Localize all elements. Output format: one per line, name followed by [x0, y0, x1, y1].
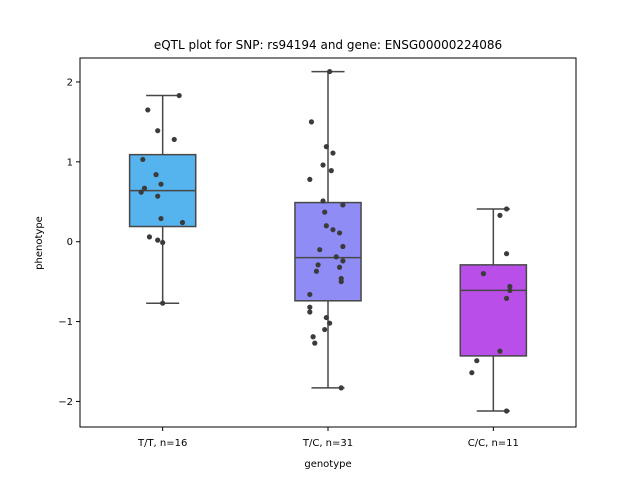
data-point	[336, 230, 343, 236]
data-point	[480, 271, 487, 277]
box-group-3	[459, 206, 528, 414]
data-point	[138, 189, 144, 195]
data-point	[328, 168, 334, 174]
data-point	[340, 243, 346, 250]
data-point	[323, 144, 329, 150]
data-point	[503, 206, 510, 212]
data-point	[340, 202, 346, 208]
y-tick-label: −2	[58, 397, 73, 408]
x-tick-label: T/C, n=31	[302, 438, 353, 449]
data-point	[141, 185, 148, 191]
data-point	[317, 247, 323, 253]
x-axis-label: genotype	[304, 459, 351, 470]
y-tick-label: −1	[58, 317, 73, 328]
y-axis-label: phenotype	[34, 216, 45, 270]
box-group-2	[294, 68, 362, 391]
data-point	[158, 215, 164, 222]
data-point	[145, 107, 151, 113]
data-point	[313, 268, 320, 274]
data-point	[323, 314, 329, 321]
data-point	[146, 234, 153, 240]
data-point	[308, 119, 315, 125]
data-point	[320, 198, 326, 204]
data-point	[330, 227, 336, 233]
box-body	[459, 264, 528, 357]
data-point	[307, 291, 313, 298]
data-point	[497, 348, 503, 354]
x-tick-label: T/T, n=16	[137, 438, 187, 449]
data-point	[322, 209, 328, 215]
data-point	[312, 340, 318, 346]
axes: T/T, n=16 T/C, n=31 C/C, n=11 −2 −1 0 1 2	[58, 77, 519, 449]
data-point	[338, 279, 344, 285]
data-point	[155, 193, 161, 199]
y-tick-label: 1	[67, 157, 73, 168]
data-point	[160, 300, 166, 306]
data-point	[140, 156, 146, 163]
data-point	[503, 408, 510, 414]
data-point	[307, 176, 313, 183]
data-point	[336, 264, 343, 270]
data-point	[315, 262, 321, 268]
data-point	[307, 304, 313, 310]
data-point	[155, 237, 161, 243]
data-point	[155, 128, 161, 134]
data-point	[327, 320, 333, 326]
box-group-1	[128, 92, 197, 306]
y-tick-label: 0	[67, 237, 73, 248]
chart-title: eQTL plot for SNP: rs94194 and gene: ENS…	[154, 38, 502, 52]
data-point	[310, 334, 316, 340]
data-point	[507, 287, 513, 294]
data-point	[497, 212, 503, 218]
data-point	[158, 181, 164, 187]
data-point	[330, 150, 336, 156]
data-point	[474, 358, 480, 364]
x-tick-label: C/C, n=11	[468, 438, 519, 449]
data-point	[340, 258, 346, 264]
data-point	[322, 326, 328, 333]
data-point	[176, 92, 182, 99]
data-point	[338, 385, 344, 391]
data-point	[469, 370, 475, 376]
data-point	[160, 239, 166, 246]
data-point	[320, 162, 326, 168]
data-point	[323, 223, 329, 229]
plot-area	[128, 68, 528, 414]
data-point	[327, 68, 333, 75]
data-point	[503, 295, 510, 302]
data-point	[179, 219, 186, 226]
data-point	[307, 309, 313, 315]
data-point	[153, 172, 159, 178]
y-tick-label: 2	[67, 77, 73, 88]
data-point	[507, 283, 513, 290]
data-point	[333, 254, 339, 260]
data-point	[171, 136, 177, 143]
data-point	[503, 251, 510, 257]
box-body	[294, 201, 362, 302]
